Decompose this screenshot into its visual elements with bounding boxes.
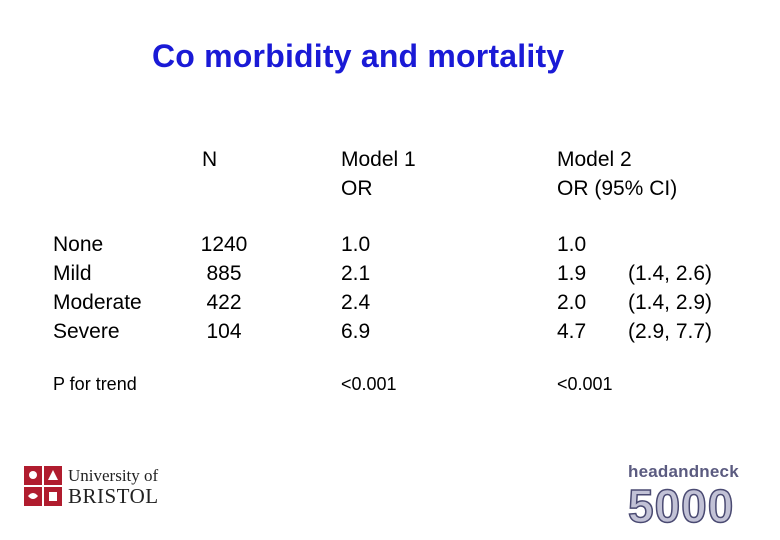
trend-model1: <0.001 (341, 374, 397, 394)
model2-ci-values: (1.4, 2.6) (1.4, 2.9) (2.9, 7.7) (628, 259, 712, 346)
bristol-wordmark: University of BRISTOL (68, 466, 159, 508)
header-model2-line2: OR (95% CI) (557, 177, 678, 200)
model2-or: 1.9 (557, 262, 587, 285)
headandneck-line2: 5000 (627, 480, 735, 532)
row-label: Mild (53, 262, 92, 285)
model1-or: 2.1 (341, 262, 371, 285)
row-label: Severe (53, 320, 120, 343)
header-model1-line1: Model 1 (341, 148, 416, 171)
model1-values: 1.0 2.1 2.4 6.9 (341, 230, 370, 346)
model1-or: 1.0 (341, 233, 371, 256)
headandneck-logo: headandneck 5000 (627, 462, 739, 532)
model2-or: 1.0 (557, 233, 587, 256)
n-value: 1240 (200, 233, 248, 256)
header-model2-line1: Model 2 (557, 148, 632, 171)
bristol-line2: BRISTOL (68, 484, 159, 508)
row-label: None (53, 233, 104, 256)
header-n: N (202, 148, 218, 171)
row-labels: None Mild Moderate Severe (53, 230, 142, 346)
model2-ci: (1.4, 2.9) (628, 291, 713, 314)
bristol-crest-icon (24, 466, 62, 506)
trend-label: P for trend (53, 374, 137, 394)
model2-or: 4.7 (557, 320, 587, 343)
model1-or: 2.4 (341, 291, 371, 314)
row-label: Moderate (53, 291, 142, 314)
n-value: 885 (206, 262, 242, 285)
header-model2: Model 2 OR (95% CI) (557, 145, 677, 203)
model2-or: 2.0 (557, 291, 587, 314)
bristol-line1: University of (68, 466, 159, 485)
header-model1: Model 1 OR (341, 145, 416, 203)
bristol-logo: University of BRISTOL (24, 466, 159, 508)
n-value: 104 (206, 320, 242, 343)
page-title: Co morbidity and mortality (152, 38, 565, 74)
model2-ci: (2.9, 7.7) (628, 320, 713, 343)
model2-values: 1.0 1.9 2.0 4.7 (557, 230, 586, 346)
model2-ci: (1.4, 2.6) (628, 262, 713, 285)
n-value: 422 (206, 291, 242, 314)
n-values: 1240 885 422 104 (196, 230, 252, 346)
header-model1-line2: OR (341, 177, 373, 200)
trend-model2: <0.001 (557, 374, 613, 394)
headandneck-line1: headandneck (628, 462, 739, 481)
model1-or: 6.9 (341, 320, 371, 343)
